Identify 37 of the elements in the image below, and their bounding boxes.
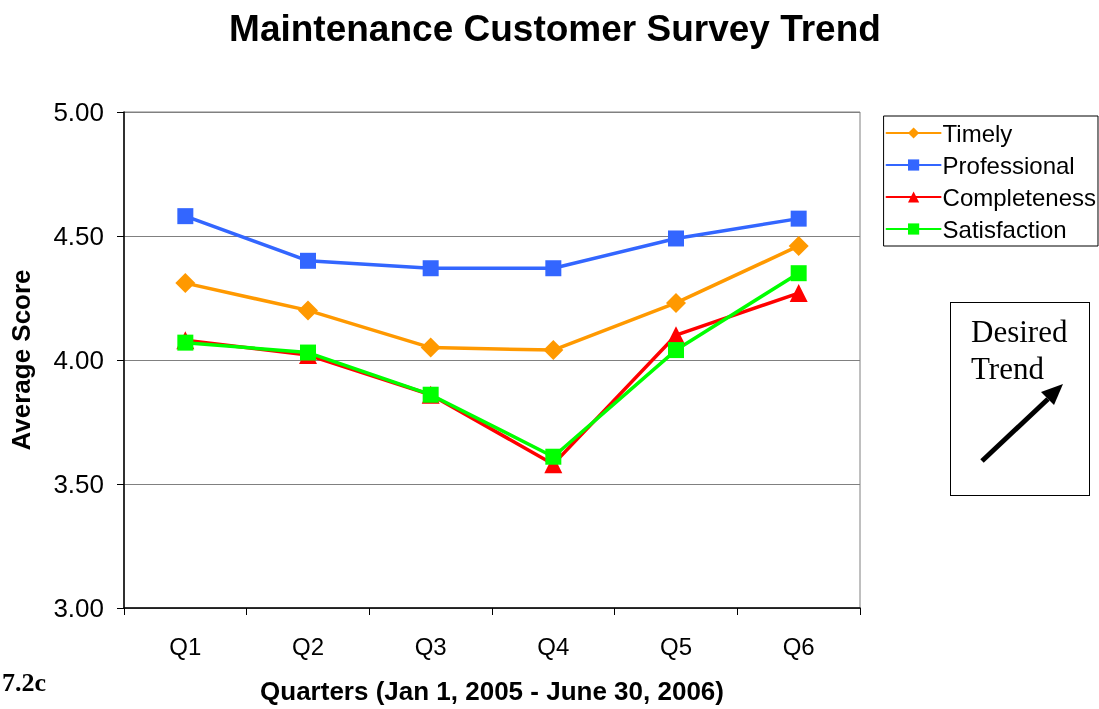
point — [790, 265, 807, 282]
legend-label: Professional — [942, 151, 1075, 179]
x-tick-label: Q2 — [291, 632, 325, 660]
y-tick-label: 3.50 — [53, 469, 104, 499]
point — [666, 292, 686, 313]
chart-title: Maintenance Customer Survey Trend — [229, 8, 881, 49]
y-tick-label: 5.00 — [53, 97, 104, 127]
point — [788, 235, 809, 256]
point — [175, 273, 196, 294]
x-tick-label: Q1 — [169, 632, 202, 660]
legend-label: Satisfaction — [942, 215, 1067, 243]
point — [790, 210, 807, 227]
x-tick-label: Q3 — [414, 632, 447, 660]
point — [545, 260, 562, 277]
text: 7.2c — [2, 668, 47, 698]
y-tick-label: 3.00 — [53, 593, 104, 623]
point — [789, 284, 808, 303]
x-axis-title: Quarters (Jan 1, 2005 - June 30, 2006) — [260, 676, 724, 706]
x-tick-label: Q6 — [782, 632, 815, 660]
point — [422, 260, 439, 277]
x-tick-label: Q5 — [659, 632, 693, 660]
y-tick-label: 4.00 — [53, 345, 104, 375]
point — [300, 344, 316, 361]
legend-label: Completeness — [942, 183, 1097, 211]
point — [300, 252, 316, 269]
y-tick-label: 4.50 — [53, 221, 104, 251]
text: Desired Trend — [971, 313, 1069, 387]
legend-label: Timely — [942, 119, 1013, 147]
y-axis-title: Average Score — [6, 269, 36, 451]
point — [298, 300, 318, 321]
x-tick-label: Q4 — [537, 632, 570, 660]
point — [420, 337, 441, 358]
point — [543, 340, 564, 361]
point — [177, 208, 194, 225]
point — [668, 230, 684, 247]
point — [668, 342, 684, 359]
point — [545, 448, 562, 465]
